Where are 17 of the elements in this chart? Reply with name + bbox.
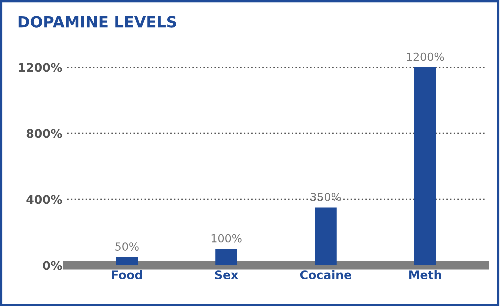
x-tick-label: Sex [215,270,238,280]
data-label: 350% [310,193,342,202]
x-tick-label: Food [112,270,142,280]
data-label: 1200% [407,52,444,62]
x-tick-label: Meth [410,270,442,280]
x-tick-label: Cocaine [300,270,352,280]
y-tick-label: 400% [26,195,62,204]
y-tick-label: 1200% [19,63,62,72]
bar [315,208,337,266]
bar [414,68,436,266]
data-label: 100% [212,234,242,243]
chart-title: DOPAMINE LEVELS [18,16,176,28]
data-label: 50% [116,242,139,251]
y-tick-label: 0% [43,261,62,270]
bar [116,257,138,266]
y-tick-label: 800% [26,129,62,138]
bar [216,249,238,266]
